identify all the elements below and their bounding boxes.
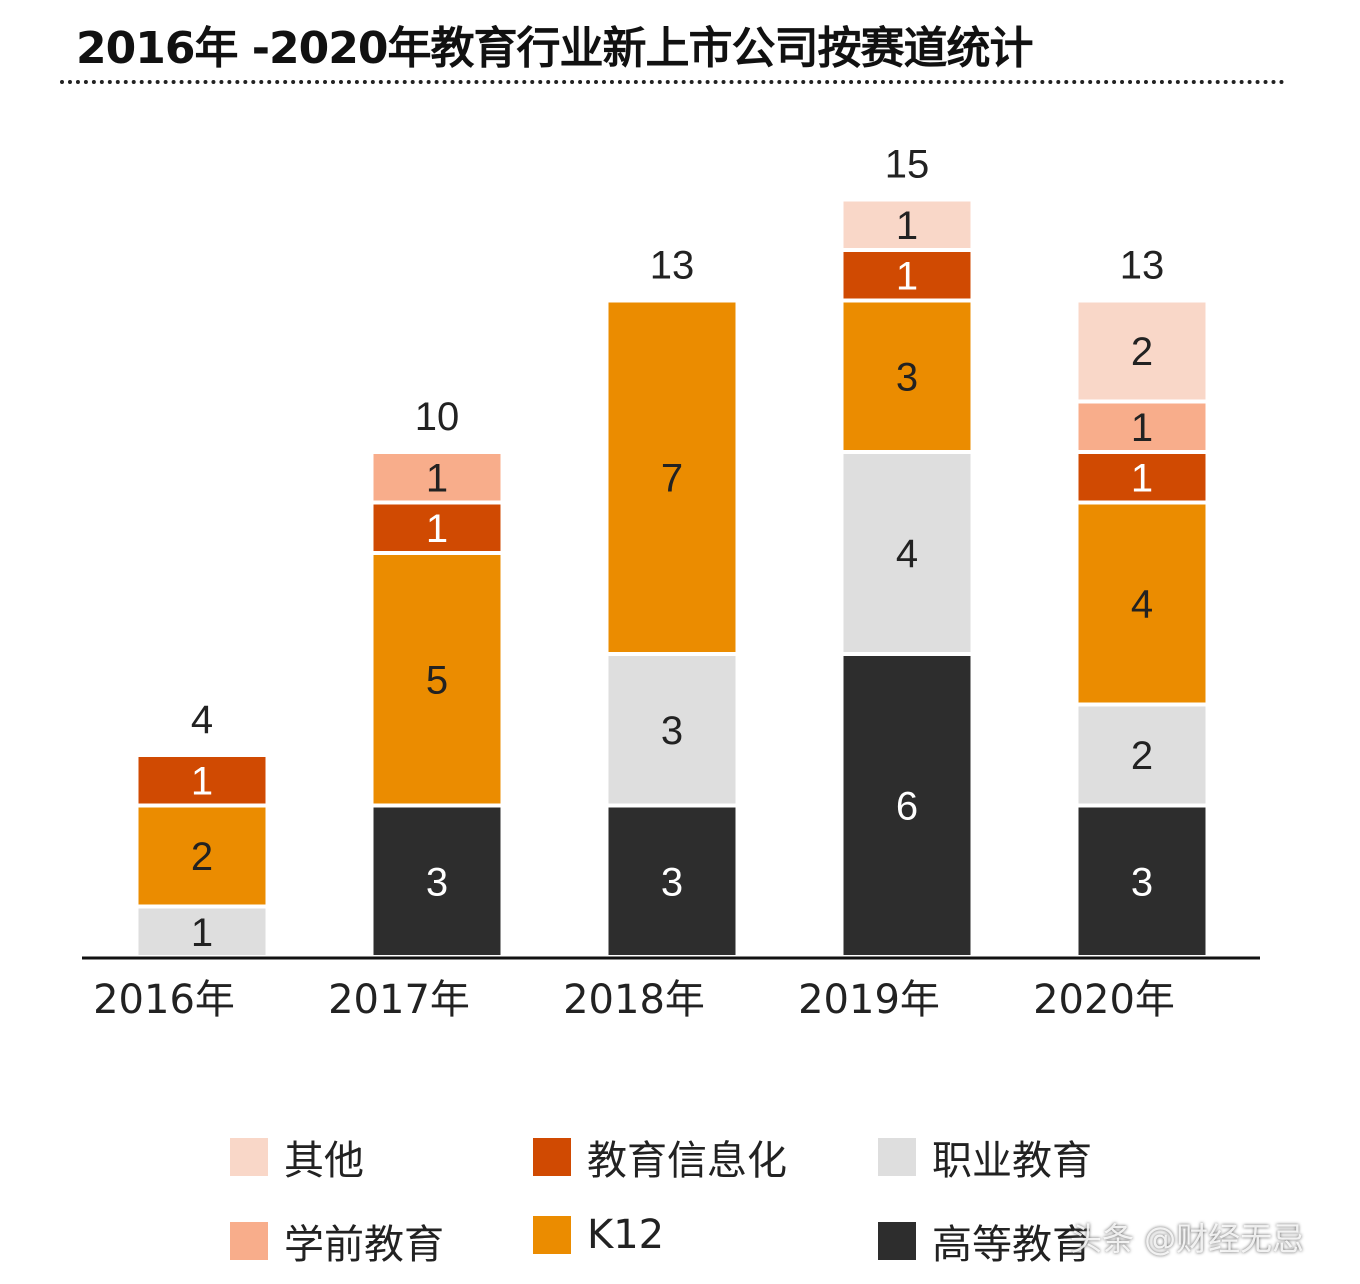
bar-segment [1078,403,1206,450]
x-tick-label: 2020年 [1033,977,1175,1023]
data-label: 1 [191,911,213,955]
legend-item: 教育信息化 [533,1128,787,1186]
stacked-bar-chart: 12142016年3511102017年337132018年6431115201… [82,143,1260,1023]
total-label: 13 [1120,244,1165,288]
bar-segment [608,807,736,955]
bar-segment [843,252,971,299]
bar-segment [138,807,266,905]
bar-segment [138,757,266,804]
bar-segment [843,302,971,450]
bar-segment [373,454,501,501]
legend-swatch [878,1138,916,1176]
data-label: 6 [896,785,918,829]
data-label: 1 [896,254,918,298]
bar-segment [843,454,971,652]
total-label: 13 [650,244,695,288]
data-label: 1 [426,507,448,551]
bar-segment [373,807,501,955]
legend-item: 其他 [230,1128,364,1186]
total-label: 4 [191,698,213,742]
data-label: 7 [661,456,683,500]
bar-segment [1078,504,1206,703]
data-label: 3 [426,860,448,904]
bar-segment [1078,706,1206,804]
legend-swatch [230,1138,268,1176]
data-label: 4 [1131,583,1153,627]
x-tick-label: 2019年 [798,977,940,1023]
x-tick-label: 2017年 [328,977,470,1023]
data-label: 1 [896,204,918,248]
data-label: 1 [1131,456,1153,500]
bar-segment [608,656,736,804]
data-label: 3 [661,709,683,753]
legend-swatch [533,1138,571,1176]
legend-label: 高等教育 [932,1222,1092,1268]
total-label: 10 [415,395,460,439]
legend-label: 职业教育 [932,1138,1092,1184]
legend-item: 高等教育 [878,1212,1092,1270]
legend-swatch [230,1222,268,1260]
bar-segment [843,201,971,248]
legend-swatch [878,1222,916,1260]
legend-label: 教育信息化 [587,1138,787,1184]
bar-segment [843,656,971,955]
data-label: 1 [1131,406,1153,450]
data-label: 3 [661,860,683,904]
legend-label: K12 [587,1212,665,1258]
legend-item: 职业教育 [878,1128,1092,1186]
data-label: 2 [1131,330,1153,374]
legend-label: 其他 [284,1138,364,1184]
data-label: 2 [1131,734,1153,778]
total-label: 15 [885,143,930,187]
legend-item: K12 [533,1212,664,1258]
data-label: 2 [191,835,213,879]
x-tick-label: 2016年 [93,977,235,1023]
bar-segment [1078,807,1206,955]
bar-segment [1078,454,1206,501]
bar-segment [1078,302,1206,400]
bar-segment [608,302,736,652]
legend-swatch [533,1216,571,1254]
bar-segment [373,555,501,804]
title-divider [60,80,1285,84]
data-label: 3 [1131,860,1153,904]
legend-label: 学前教育 [284,1222,444,1268]
bar-segment [373,504,501,551]
bar-segment [138,908,266,955]
data-label: 4 [896,532,918,576]
data-label: 1 [426,456,448,500]
legend-item: 学前教育 [230,1212,444,1270]
chart-title: 2016年 -2020年教育行业新上市公司按赛道统计 [76,23,1034,74]
data-label: 5 [426,658,448,702]
watermark: 头条 @财经无忌 [1070,1220,1305,1258]
x-tick-label: 2018年 [563,977,705,1023]
data-label: 1 [191,759,213,803]
data-label: 3 [896,355,918,399]
